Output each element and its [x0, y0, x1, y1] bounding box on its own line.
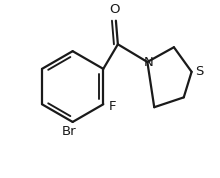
Text: O: O — [110, 3, 120, 16]
Text: S: S — [195, 65, 204, 78]
Text: F: F — [108, 100, 116, 113]
Text: N: N — [143, 56, 153, 69]
Text: Br: Br — [61, 125, 76, 138]
